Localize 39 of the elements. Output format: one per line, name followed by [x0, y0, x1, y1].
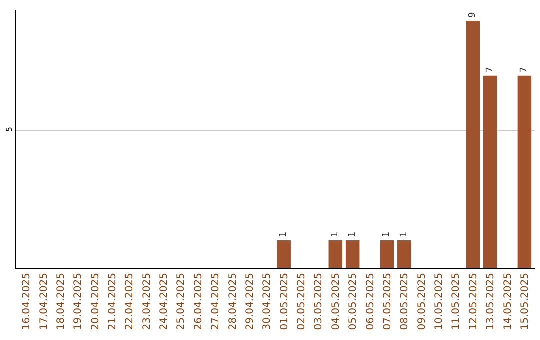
- x-tick-label: 04.05.2025: [330, 273, 342, 330]
- x-tick-label: 07.05.2025: [382, 273, 394, 330]
- data-label: 1: [330, 232, 341, 238]
- x-tick-label: 06.05.2025: [365, 273, 376, 330]
- data-label: 1: [382, 232, 392, 238]
- x-tick-label: 25.04.2025: [176, 273, 188, 330]
- data-label: 1: [348, 232, 358, 238]
- x-tick-label: 16.04.2025: [22, 273, 33, 330]
- data-label: 1: [279, 232, 290, 238]
- x-tick-label: 19.04.2025: [73, 273, 84, 330]
- x-tick-label: 12.05.2025: [468, 273, 480, 330]
- x-tick-label: 02.05.2025: [296, 273, 308, 330]
- x-tick-label: 14.05.2025: [502, 273, 514, 330]
- x-tick-label: 15.05.2025: [520, 273, 531, 330]
- x-tick-label: 03.05.2025: [314, 273, 325, 330]
- data-label: 7: [485, 67, 496, 73]
- data-label: 9: [468, 12, 478, 18]
- x-tick-label: 28.04.2025: [228, 273, 239, 330]
- x-tick-label: 20.04.2025: [90, 273, 102, 330]
- x-tick-label: 23.04.2025: [142, 273, 153, 330]
- x-tick-label: 27.04.2025: [210, 273, 222, 330]
- x-tick-label: 22.04.2025: [124, 273, 136, 330]
- x-tick-label: 11.05.2025: [451, 273, 462, 330]
- x-tick-label: 09.05.2025: [416, 273, 428, 330]
- data-label: 7: [520, 67, 530, 73]
- x-tick-label: 30.04.2025: [262, 273, 274, 330]
- y-tick-label: 5: [4, 127, 14, 132]
- x-tick-label: 17.04.2025: [38, 273, 50, 330]
- x-tick-label: 29.04.2025: [244, 273, 256, 330]
- x-tick-label: 24.04.2025: [159, 273, 170, 330]
- x-tick-label: 05.05.2025: [348, 273, 360, 330]
- x-tick-label: 10.05.2025: [434, 273, 446, 330]
- x-tick-label: 26.04.2025: [193, 273, 204, 330]
- x-tick-label: 13.05.2025: [486, 273, 497, 330]
- x-tick-label: 21.04.2025: [107, 273, 118, 330]
- x-tick-label: 18.04.2025: [56, 273, 67, 330]
- x-tick-label: 08.05.2025: [400, 273, 411, 330]
- data-label: 1: [399, 232, 410, 238]
- x-tick-label: 01.05.2025: [279, 273, 290, 330]
